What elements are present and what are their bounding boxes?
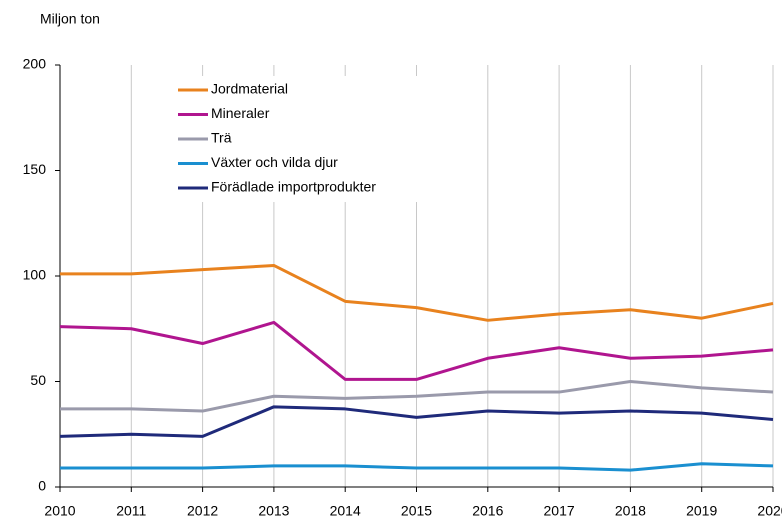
- series-line: [59, 405, 774, 438]
- x-tick-label: 2015: [401, 503, 432, 519]
- x-tick-label: 2010: [44, 503, 75, 519]
- y-tick-label: 200: [23, 56, 47, 72]
- series-line: [60, 263, 774, 322]
- x-tick-label: 2019: [686, 503, 717, 519]
- series-line: [60, 462, 774, 472]
- legend-label: Förädlade importprodukter: [211, 179, 376, 195]
- legend-label: Jordmaterial: [211, 81, 288, 97]
- x-tick-label: 2011: [116, 503, 146, 519]
- x-tick-label: 2017: [544, 503, 575, 519]
- series-line: [60, 380, 774, 413]
- x-tick-label: 2014: [330, 503, 361, 519]
- legend-label: Trä: [211, 130, 232, 146]
- legend-background: [168, 76, 458, 202]
- y-tick-label: 50: [30, 372, 46, 388]
- legend-label: Växter och vilda djur: [211, 154, 338, 170]
- y-tick-label: 100: [23, 267, 47, 283]
- series-line: [59, 320, 774, 381]
- x-tick-label: 2012: [187, 503, 218, 519]
- y-tick-label: 0: [38, 478, 46, 494]
- x-tick-label: 2018: [615, 503, 646, 519]
- legend-label: Mineraler: [211, 105, 270, 121]
- y-axis-label: Miljon ton: [40, 11, 100, 27]
- x-tick-label: 2016: [472, 503, 503, 519]
- y-tick-label: 150: [23, 161, 47, 177]
- x-tick-label: 2013: [258, 503, 289, 519]
